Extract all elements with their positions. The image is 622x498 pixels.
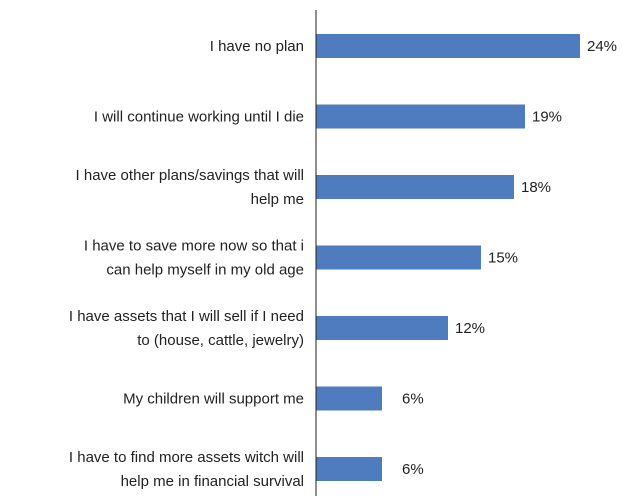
category-label-2-line-1: help me (251, 191, 304, 208)
bar-6 (316, 457, 382, 481)
category-label-6-line-0: I have to find more assets witch will (69, 449, 304, 466)
category-label-4-line-1: to (house, cattle, jewelry) (137, 332, 304, 349)
category-label-6-line-1: help me in financial survival (121, 473, 304, 490)
value-label-5: 6% (402, 391, 424, 408)
value-label-3: 15% (488, 250, 518, 267)
value-label-2: 18% (521, 179, 551, 196)
value-label-6: 6% (402, 461, 424, 478)
category-label-5-line-0: My children will support me (123, 391, 304, 408)
category-label-3-line-1: can help myself in my old age (106, 262, 304, 279)
bar-3 (316, 245, 481, 270)
value-label-0: 24% (587, 38, 617, 55)
value-label-1: 19% (532, 109, 562, 126)
category-label-3-line-0: I have to save more now so that i (84, 238, 304, 255)
category-label-2-line-0: I have other plans/savings that will (76, 167, 304, 184)
category-label-1-line-0: I will continue working until I die (94, 109, 304, 126)
bar-2 (316, 175, 514, 199)
category-label-0-line-0: I have no plan (210, 38, 304, 55)
category-label-4-line-0: I have assets that I will sell if I need (69, 308, 304, 325)
bar-0 (316, 34, 580, 58)
bar-1 (316, 104, 525, 129)
bar-4 (316, 316, 448, 340)
value-label-4: 12% (455, 320, 485, 337)
bar-5 (316, 386, 382, 411)
